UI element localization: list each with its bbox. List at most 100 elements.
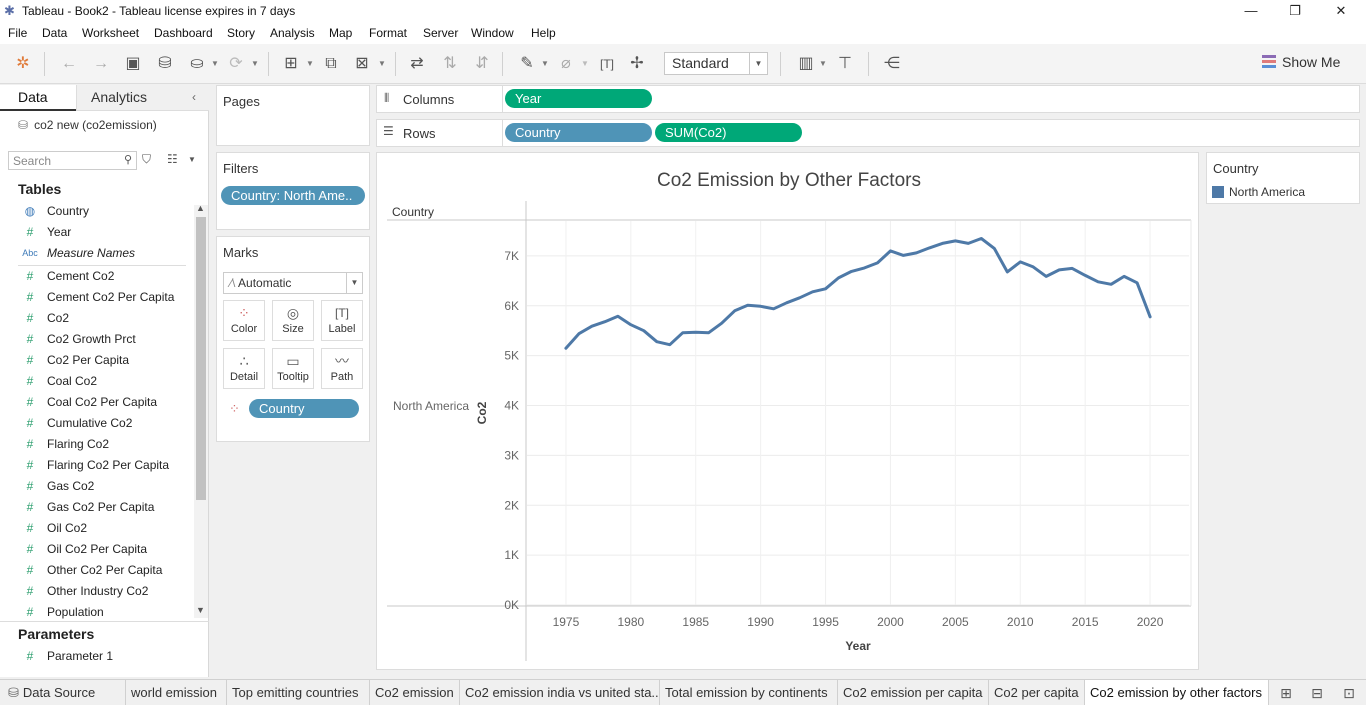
chevron-down-icon[interactable]: ▼: [378, 59, 386, 68]
fit-dropdown[interactable]: Standard ▼: [664, 52, 768, 75]
rows-shelf[interactable]: ☰ Rows Country SUM(Co2): [376, 119, 1360, 147]
sort-descending-icon[interactable]: ⇵: [475, 55, 489, 72]
menu-analysis[interactable]: Analysis: [270, 26, 315, 40]
scroll-down-icon[interactable]: ▼: [196, 605, 205, 615]
restore-button[interactable]: ❐: [1289, 3, 1301, 18]
new-data-source-icon[interactable]: ⛁: [158, 55, 172, 72]
color-button[interactable]: ⁘ Color: [223, 300, 265, 341]
menu-map[interactable]: Map: [329, 26, 353, 40]
undo-icon[interactable]: ←: [61, 55, 77, 72]
field-item[interactable]: # Coal Co2: [0, 371, 190, 392]
menu-file[interactable]: File: [8, 26, 28, 40]
field-item-year[interactable]: # Year: [0, 222, 190, 243]
redo-icon[interactable]: →: [93, 55, 109, 72]
minimize-button[interactable]: —: [1244, 3, 1258, 18]
search-input[interactable]: Search ⚲: [8, 151, 137, 170]
close-button[interactable]: ✕: [1335, 3, 1347, 18]
collapse-pane-icon[interactable]: ‹: [192, 90, 196, 104]
field-item-measure-names[interactable]: Abc Measure Names: [0, 243, 190, 264]
highlight-icon[interactable]: ✎: [520, 55, 534, 72]
field-item[interactable]: # Population: [0, 602, 190, 623]
fix-axes-icon[interactable]: ✢: [630, 55, 644, 72]
rows-pill-country[interactable]: Country: [505, 123, 652, 142]
refresh-icon[interactable]: ⟳: [229, 55, 243, 72]
tab-sheet[interactable]: Co2 per capita: [989, 680, 1085, 705]
show-mark-labels-icon[interactable]: [T]: [600, 57, 614, 71]
parameter-item[interactable]: # Parameter 1: [0, 646, 190, 667]
chevron-down-icon[interactable]: ▼: [188, 155, 196, 164]
menu-story[interactable]: Story: [227, 26, 256, 40]
legend-item-label[interactable]: North America: [1229, 185, 1306, 199]
columns-pill-year[interactable]: Year: [505, 89, 652, 108]
new-dashboard-icon[interactable]: ⊟: [1311, 685, 1323, 701]
tooltip-button[interactable]: ▭ Tooltip: [272, 348, 314, 389]
new-story-icon[interactable]: ⊡: [1343, 685, 1355, 701]
new-worksheet-icon[interactable]: ⊞: [1280, 685, 1292, 701]
menu-worksheet[interactable]: Worksheet: [82, 26, 140, 40]
field-item[interactable]: # Cement Co2 Per Capita: [0, 287, 190, 308]
show-cards-icon[interactable]: ▥: [798, 55, 814, 72]
columns-shelf[interactable]: ⦀ Columns Year: [376, 85, 1360, 113]
menu-help[interactable]: Help: [531, 26, 556, 40]
field-item[interactable]: # Flaring Co2: [0, 434, 190, 455]
field-item[interactable]: # Gas Co2 Per Capita: [0, 497, 190, 518]
tab-sheet[interactable]: world emission: [126, 680, 227, 705]
scroll-up-icon[interactable]: ▲: [196, 203, 205, 213]
field-item[interactable]: # Other Industry Co2: [0, 581, 190, 602]
filters-shelf[interactable]: Filters Country: North Ame..: [216, 152, 370, 230]
tab-analytics[interactable]: Analytics: [76, 85, 209, 111]
menu-format[interactable]: Format: [369, 26, 408, 40]
field-item[interactable]: # Other Co2 Per Capita: [0, 560, 190, 581]
field-item[interactable]: # Oil Co2 Per Capita: [0, 539, 190, 560]
filter-pill-country[interactable]: Country: North Ame..: [221, 186, 365, 205]
group-members-icon[interactable]: ⌀: [561, 55, 571, 72]
tab-sheet[interactable]: Co2 emission: [370, 680, 460, 705]
chevron-down-icon[interactable]: ▼: [819, 59, 827, 68]
field-item-country[interactable]: ◍ Country: [0, 201, 190, 222]
tab-data-source[interactable]: ⛁ Data Source: [0, 680, 126, 705]
field-item[interactable]: # Oil Co2: [0, 518, 190, 539]
size-button[interactable]: ◎ Size: [272, 300, 314, 341]
share-icon[interactable]: ⋲: [884, 55, 900, 72]
filter-icon[interactable]: ⛉: [142, 152, 152, 166]
field-item[interactable]: # Co2 Per Capita: [0, 350, 190, 371]
tableau-start-icon[interactable]: ✲: [16, 55, 30, 72]
chevron-down-icon[interactable]: ▼: [306, 59, 314, 68]
new-worksheet-icon[interactable]: ⊞: [284, 55, 298, 72]
detail-button[interactable]: ∴ Detail: [223, 348, 265, 389]
clear-sheet-icon[interactable]: ⊠: [355, 55, 369, 72]
tab-sheet[interactable]: Top emitting countries: [227, 680, 370, 705]
field-item[interactable]: # Cumulative Co2: [0, 413, 190, 434]
label-button[interactable]: [T] Label: [321, 300, 363, 341]
menu-window[interactable]: Window: [471, 26, 514, 40]
menu-server[interactable]: Server: [423, 26, 459, 40]
duplicate-sheet-icon[interactable]: ⧉: [325, 55, 337, 72]
tab-sheet[interactable]: Total emission by continents: [660, 680, 838, 705]
tab-sheet[interactable]: Co2 emission india vs united sta...: [460, 680, 660, 705]
field-item[interactable]: # Flaring Co2 Per Capita: [0, 455, 190, 476]
scrollbar-thumb[interactable]: [196, 217, 206, 500]
show-me-button[interactable]: Show Me: [1262, 54, 1340, 70]
view-options-icon[interactable]: ☷: [167, 152, 178, 166]
chevron-down-icon[interactable]: ▼: [581, 59, 589, 68]
chevron-down-icon[interactable]: ▼: [541, 59, 549, 68]
rows-pill-sum-co2[interactable]: SUM(Co2): [655, 123, 802, 142]
tab-sheet-active[interactable]: Co2 emission by other factors: [1085, 680, 1269, 705]
sort-ascending-icon[interactable]: ⇅: [443, 55, 457, 72]
field-item[interactable]: # Co2 Growth Prct: [0, 329, 190, 350]
series-line-north-america[interactable]: [564, 237, 1152, 350]
field-item[interactable]: # Co2: [0, 308, 190, 329]
tab-data[interactable]: Data: [0, 85, 76, 111]
path-button[interactable]: 〰 Path: [321, 348, 363, 389]
presentation-mode-icon[interactable]: ⊤: [838, 55, 852, 72]
pause-updates-icon[interactable]: ⛀: [190, 55, 204, 72]
menu-dashboard[interactable]: Dashboard: [154, 26, 213, 40]
tab-sheet[interactable]: Co2 emission per capita: [838, 680, 989, 705]
pages-shelf[interactable]: Pages: [216, 85, 370, 146]
chevron-down-icon[interactable]: ▼: [251, 59, 259, 68]
field-item[interactable]: # Cement Co2: [0, 266, 190, 287]
menu-data[interactable]: Data: [42, 26, 68, 40]
mark-type-dropdown[interactable]: ⁄\ Automatic ▼: [223, 272, 363, 294]
field-item[interactable]: # Coal Co2 Per Capita: [0, 392, 190, 413]
field-item[interactable]: # Gas Co2: [0, 476, 190, 497]
